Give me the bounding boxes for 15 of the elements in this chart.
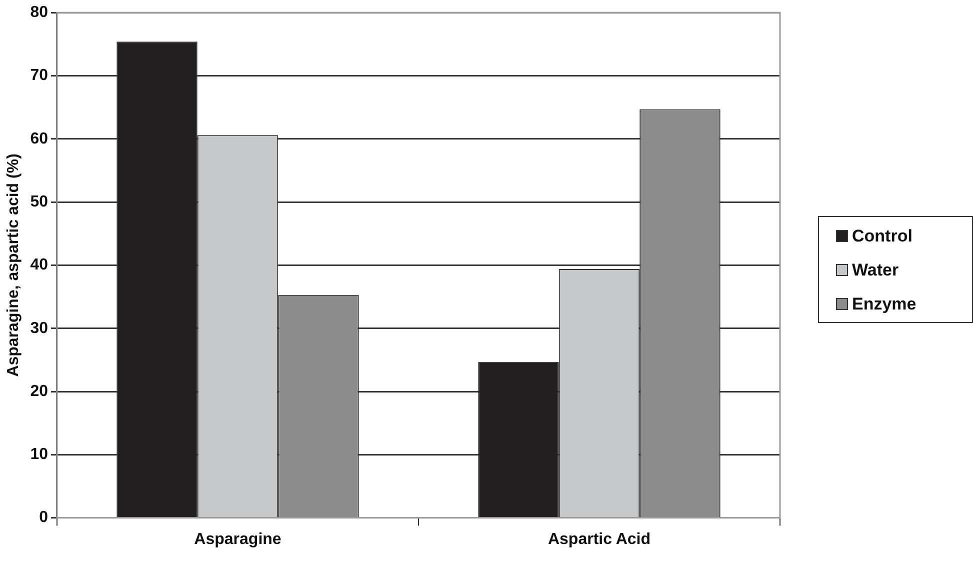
y-tick-label: 20 xyxy=(30,382,48,400)
y-tick-label: 70 xyxy=(30,67,48,84)
y-tick-label: 10 xyxy=(30,446,48,464)
y-tick-label: 60 xyxy=(30,130,48,148)
y-tick-label: 50 xyxy=(30,193,48,210)
legend-label: Control xyxy=(852,226,912,246)
x-tick-label: Asparagine xyxy=(194,530,282,548)
x-tick-label: Aspartic Acid xyxy=(548,530,651,548)
y-tick-label: 40 xyxy=(30,256,48,274)
y-axis-title: Asparagine, aspartic acid (%) xyxy=(5,154,22,377)
y-tick-label: 0 xyxy=(39,509,48,526)
legend-label: Enzyme xyxy=(852,294,916,314)
y-tick-label: 80 xyxy=(30,4,48,22)
legend-label: Water xyxy=(852,260,899,280)
y-tick-label: 30 xyxy=(30,320,48,337)
